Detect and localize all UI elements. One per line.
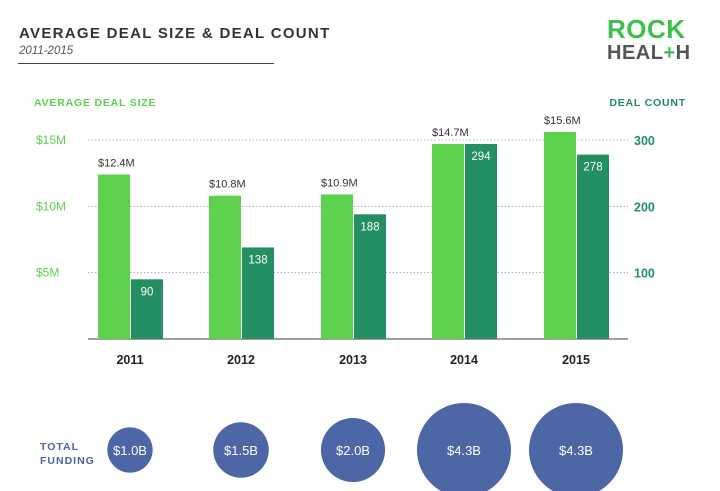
logo-line-2-end: H (675, 42, 691, 64)
total-funding-bubble (320, 417, 386, 483)
right-tick-label: 200 (634, 200, 655, 214)
deal-count-bar (131, 279, 163, 339)
year-label: 2011 (116, 353, 143, 367)
avg-deal-size-label: $10.9M (321, 177, 358, 189)
year-label: 2012 (227, 353, 255, 367)
avg-deal-size-label: $10.8M (209, 179, 246, 191)
chart-title: AVERAGE DEAL SIZE & DEAL COUNT (19, 25, 331, 42)
right-tick-label: 300 (634, 134, 655, 148)
logo-line-1: ROCK (607, 14, 686, 44)
deal-count-label: 278 (583, 162, 602, 174)
total-funding-label: TOTAL FUNDING (40, 441, 95, 468)
total-funding-label-line1: TOTAL (40, 441, 80, 453)
total-funding-label-line2: FUNDING (40, 454, 95, 467)
chart-subtitle: 2011-2015 (19, 45, 74, 57)
year-label: 2013 (339, 353, 367, 367)
left-tick-label: $5M (36, 266, 59, 280)
left-tick-label: $10M (36, 199, 66, 213)
deal-count-label: 188 (360, 221, 379, 233)
total-funding-bubble (213, 422, 269, 478)
total-funding-bubble (529, 403, 623, 491)
avg-deal-size-label: $14.7M (432, 127, 469, 139)
deal-count-label: 138 (248, 254, 267, 266)
right-tick-label: 100 (634, 267, 655, 281)
year-label: 2014 (450, 353, 478, 367)
deal-count-bar (242, 247, 274, 339)
avg-deal-size-bar (432, 143, 464, 339)
logo-line-2-start: HEAL (607, 42, 664, 64)
total-funding-bubble (417, 403, 511, 491)
deal-count-label: 294 (471, 151, 491, 163)
avg-deal-size-label: $12.4M (98, 157, 135, 169)
total-funding-bubble (107, 427, 153, 473)
left-axis-title: AVERAGE DEAL SIZE (34, 97, 157, 109)
total-funding-value: $1.0B (113, 443, 147, 458)
deal-count-bar (577, 154, 609, 339)
avg-deal-size-bar (544, 132, 576, 339)
avg-deal-size-label: $15.6M (544, 115, 581, 127)
total-funding-value: $1.5B (224, 443, 258, 458)
avg-deal-size-bar (98, 174, 130, 339)
logo-plus: + (663, 42, 676, 64)
right-axis-title: DEAL COUNT (609, 97, 686, 109)
title-underline (18, 63, 274, 65)
total-funding-value: $4.3B (447, 443, 481, 458)
deal-count-bar (465, 143, 497, 339)
total-funding-value: $2.0B (336, 443, 370, 458)
deal-count-bar (354, 214, 386, 339)
rock-health-logo: ROCK HEAL+H (607, 16, 699, 63)
total-funding-value: $4.3B (559, 443, 593, 458)
logo-line-2: HEAL+H (607, 43, 699, 63)
year-label: 2015 (562, 353, 590, 367)
deal-count-label: 90 (141, 286, 154, 298)
avg-deal-size-bar (209, 195, 241, 339)
avg-deal-size-bar (321, 194, 353, 339)
left-tick-label: $15M (36, 133, 66, 147)
